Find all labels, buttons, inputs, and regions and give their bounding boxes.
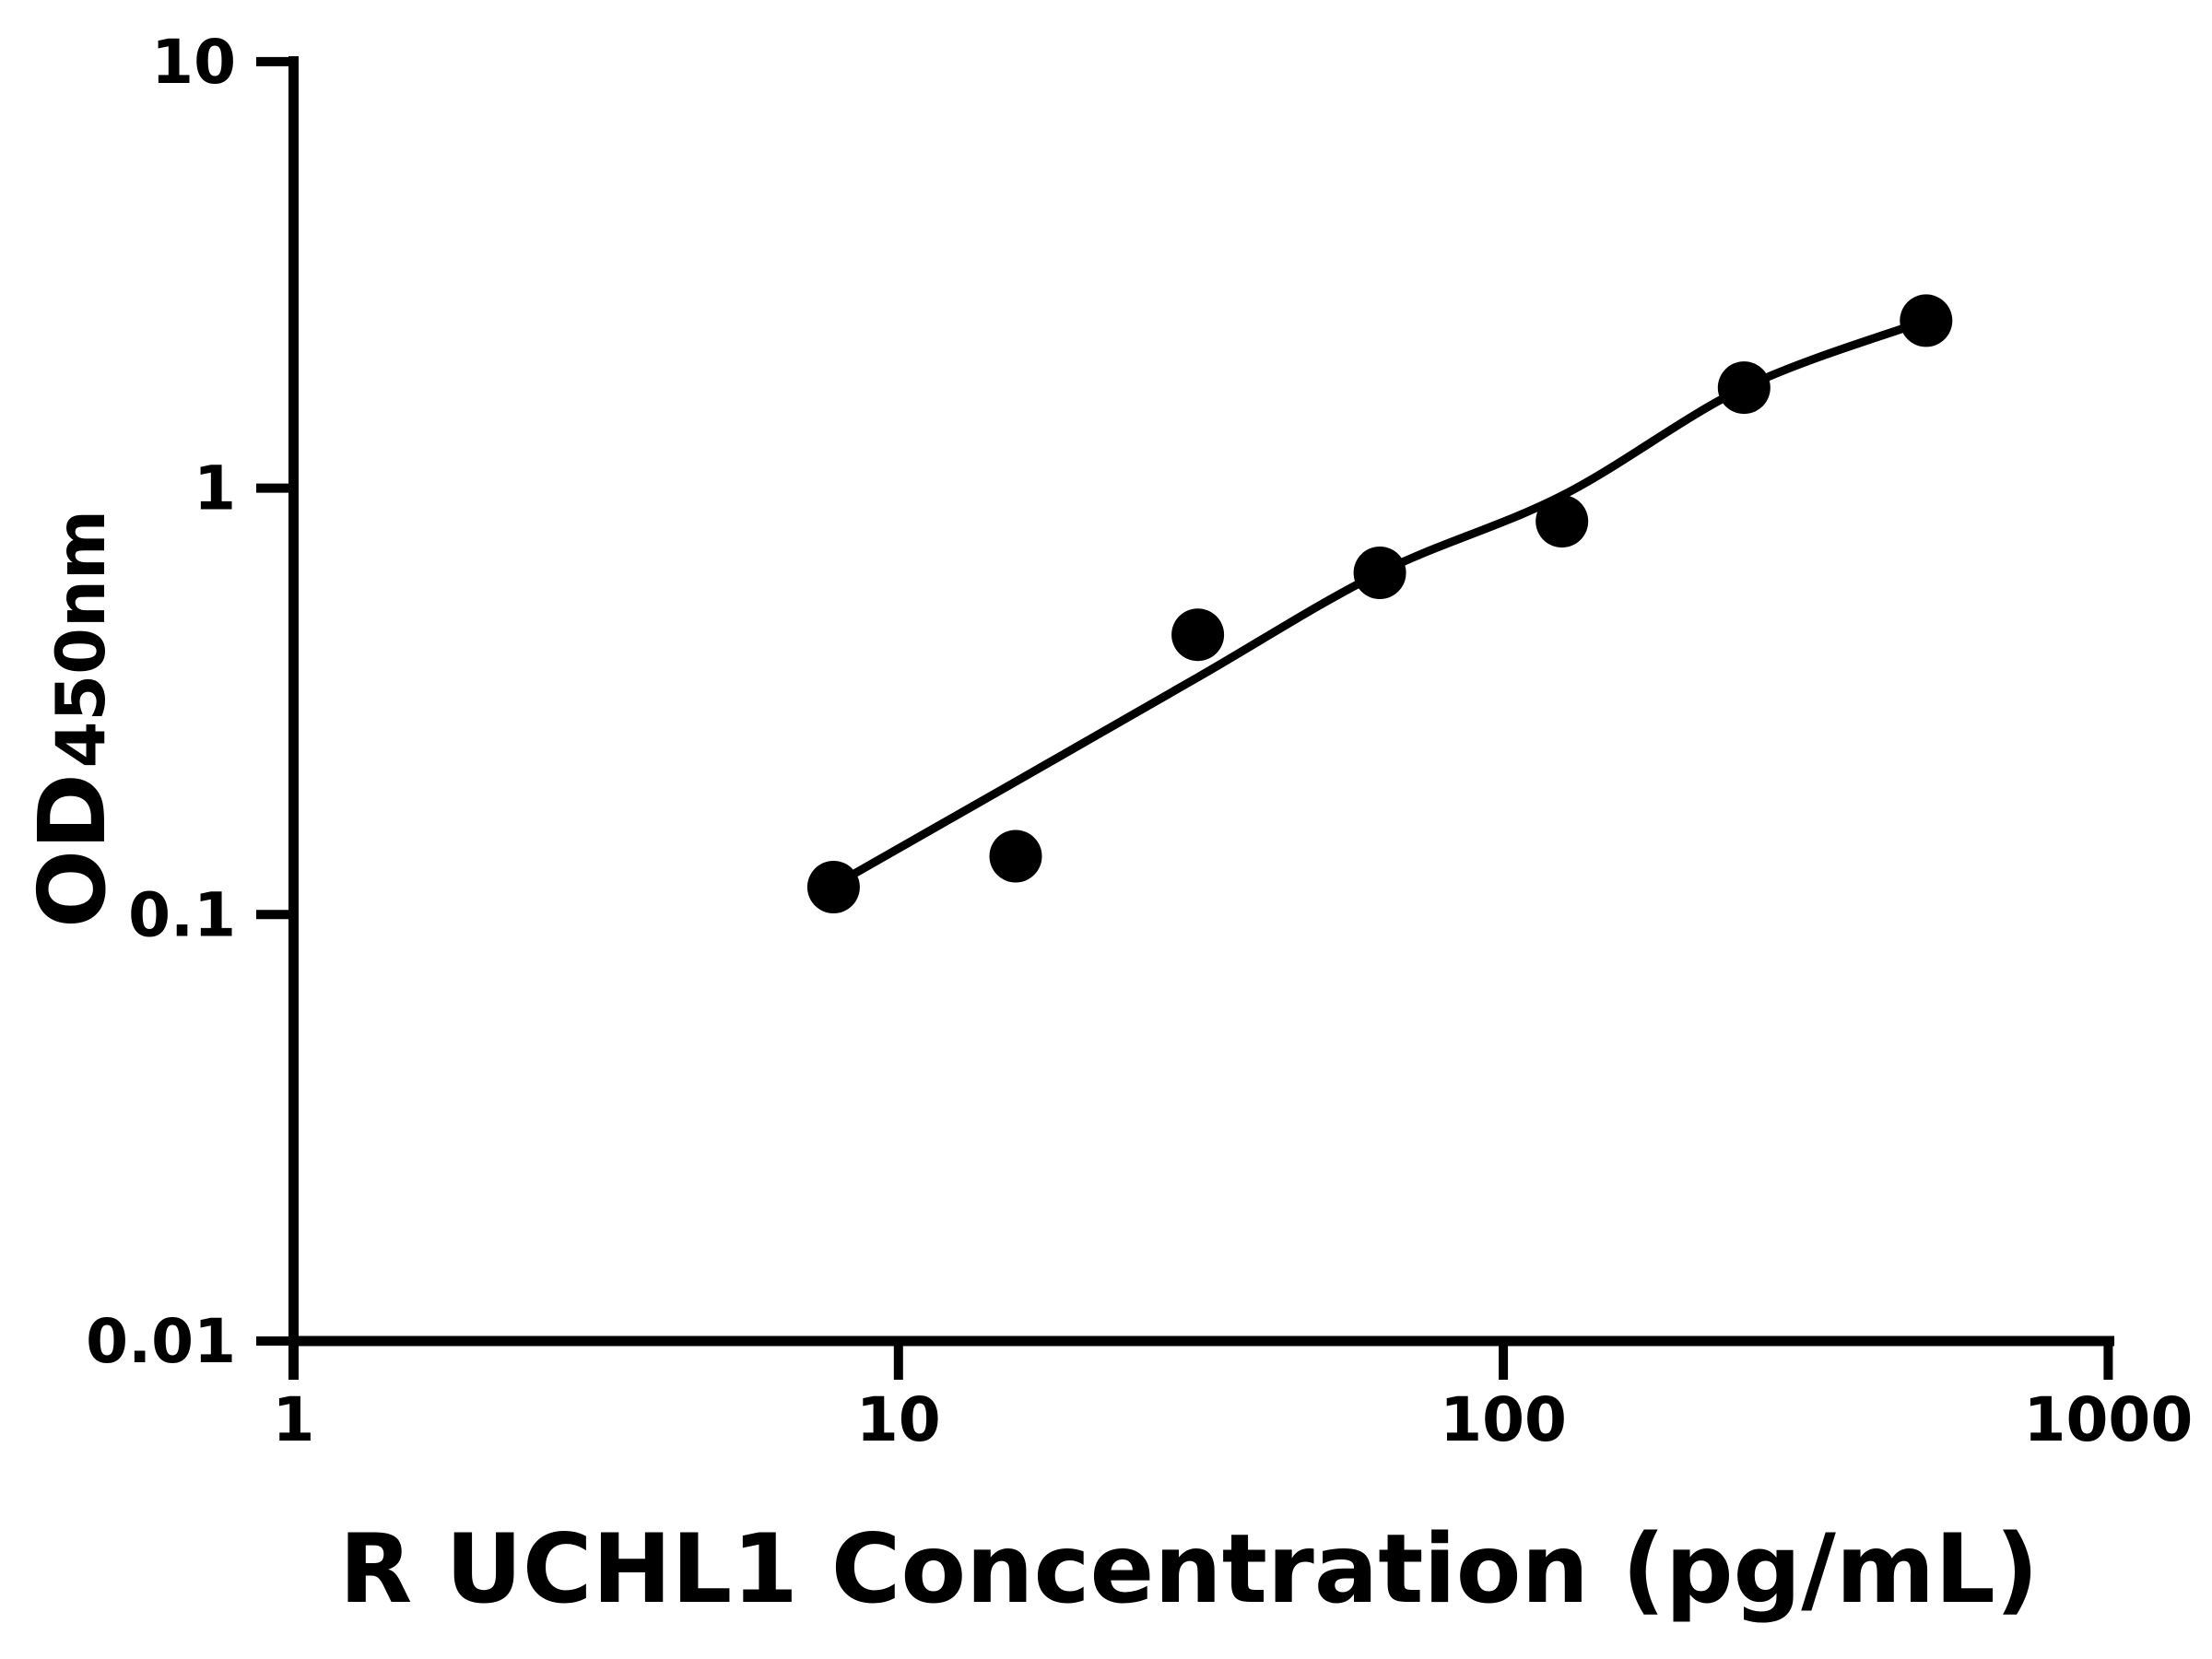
x-tick-label: 1 — [273, 1384, 315, 1455]
y-axis-title-sub: 450nm — [42, 510, 121, 768]
x-tick-label: 10 — [856, 1384, 941, 1455]
y-tick-label: 0.01 — [86, 1306, 236, 1377]
data-point — [806, 861, 860, 913]
x-tick-label: 1000 — [2024, 1384, 2194, 1455]
y-axis-title: OD 450nm — [18, 510, 126, 928]
x-axis-title: R UCHL1 Concentration (pg/mL) — [339, 1514, 2039, 1625]
data-point — [989, 830, 1042, 883]
y-tick-label: 0.1 — [128, 879, 236, 950]
x-tick-label: 100 — [1440, 1384, 1567, 1455]
data-point — [1535, 495, 1589, 548]
y-axis-title-main: OD — [18, 773, 126, 928]
data-point-series — [806, 294, 1953, 913]
y-axis-ticks: 10 1 0.1 0.01 — [86, 27, 299, 1377]
data-point — [1171, 608, 1225, 662]
data-point — [1353, 547, 1406, 599]
data-point — [1717, 361, 1771, 415]
y-tick-label: 10 — [151, 27, 236, 98]
y-tick-label: 1 — [194, 453, 236, 524]
x-axis-ticks: 1 10 100 1000 — [273, 1341, 2194, 1455]
data-point — [1900, 294, 1953, 347]
